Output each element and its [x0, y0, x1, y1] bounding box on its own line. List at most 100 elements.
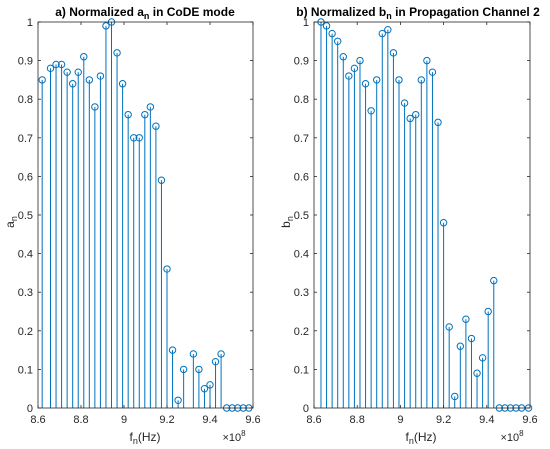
x-tick-label: 8.6	[30, 414, 45, 426]
stem-marker	[168, 346, 177, 354]
stem-marker	[462, 315, 470, 323]
y-tick-label: 1	[27, 17, 33, 29]
stem-marker	[38, 76, 46, 84]
stem-series	[317, 18, 533, 412]
x-tick-label: 8.6	[306, 414, 321, 426]
stem-marker	[141, 110, 149, 119]
y-tick-label: 0.4	[18, 249, 33, 261]
stem-marker	[217, 350, 225, 358]
y-tick-label: 0.9	[294, 56, 309, 68]
stem-marker	[80, 53, 88, 61]
x-tick-label: 9.2	[436, 414, 451, 426]
stem-marker	[189, 350, 198, 358]
stem-marker	[118, 80, 127, 88]
stem-marker	[179, 365, 188, 374]
y-tick-label: 0.2	[18, 326, 33, 338]
stem-marker	[174, 396, 182, 404]
stem-marker	[395, 76, 403, 84]
chart-panel-b: b) Normalized bn in Propagation Channel …	[279, 5, 540, 446]
y-axis-label-a: an	[3, 216, 19, 228]
stem-marker	[389, 49, 398, 57]
stem-marker	[456, 342, 465, 350]
stem-marker	[406, 114, 414, 123]
x-tick-label: 9.6	[245, 414, 260, 426]
stem-series	[38, 18, 253, 412]
stem-marker	[211, 357, 220, 366]
stem-marker	[423, 56, 431, 65]
stem-marker	[63, 68, 71, 76]
y-axis-label-b: bn	[279, 216, 295, 228]
stem-marker	[378, 29, 386, 38]
chart-title-a: a) Normalized an in CoDE mode	[55, 5, 235, 21]
x-tick-label: 9	[121, 414, 127, 426]
stem-marker	[46, 64, 55, 73]
y-tick-label: 0.3	[18, 287, 33, 299]
y-tick-label: 0.5	[18, 210, 33, 222]
stem-marker	[200, 385, 209, 393]
stem-marker	[339, 53, 347, 61]
stem-marker	[85, 76, 94, 84]
stem-marker	[439, 219, 448, 227]
x-tick-label: 9.4	[202, 414, 217, 426]
stem-marker	[350, 64, 359, 73]
y-tick-label: 0.7	[294, 133, 309, 145]
y-tick-label: 0.1	[18, 364, 33, 376]
stem-marker	[400, 99, 409, 107]
y-tick-label: 1	[303, 17, 309, 29]
stem-marker	[52, 60, 60, 69]
stem-marker	[490, 276, 498, 285]
stem-marker	[146, 103, 155, 111]
stem-marker	[451, 392, 459, 401]
x-exponent-label-a: ×108	[222, 429, 246, 444]
x-axis-label-b: fn(Hz)	[405, 430, 436, 446]
x-exponent-label-b: ×108	[500, 429, 524, 444]
y-tick-label: 0.7	[18, 133, 33, 145]
stem-marker	[412, 110, 420, 119]
y-tick-label: 0.6	[294, 171, 309, 183]
stem-marker	[434, 118, 442, 127]
x-tick-label: 9.2	[159, 414, 174, 426]
stem-marker	[322, 22, 331, 30]
stem-marker	[484, 307, 492, 316]
stem-marker	[467, 334, 476, 343]
y-tick-label: 0.9	[18, 56, 33, 68]
stem-marker	[68, 80, 77, 88]
stem-marker	[130, 134, 138, 142]
stem-marker	[152, 122, 160, 130]
stem-marker	[74, 68, 82, 76]
y-tick-label: 0.5	[294, 210, 309, 222]
stem-marker	[124, 110, 132, 119]
stem-marker	[445, 323, 453, 331]
x-tick-label: 8.8	[350, 414, 365, 426]
stem-marker	[195, 365, 203, 374]
x-tick-label: 9.6	[522, 414, 537, 426]
y-tick-label: 0.8	[294, 94, 309, 106]
stem-marker	[417, 76, 426, 84]
stem-marker	[367, 107, 375, 115]
stem-marker	[478, 354, 487, 362]
stem-marker	[57, 60, 66, 69]
stem-marker	[135, 134, 143, 142]
chart-panel-a: a) Normalized an in CoDE mode fn(Hz) an …	[3, 5, 261, 446]
y-tick-label: 0.8	[18, 94, 33, 106]
x-tick-label: 8.8	[73, 414, 88, 426]
y-tick-label: 0	[27, 403, 33, 415]
stem-marker	[356, 56, 364, 65]
x-tick-label: 9	[397, 414, 403, 426]
y-tick-label: 0.4	[294, 249, 309, 261]
x-tick-label: 9.4	[479, 414, 494, 426]
y-tick-label: 0.3	[294, 287, 309, 299]
stem-marker	[102, 22, 110, 30]
stem-marker	[328, 29, 336, 38]
chart-title-b: b) Normalized bn in Propagation Channel …	[296, 5, 540, 21]
stem-marker	[96, 72, 105, 80]
stem-marker	[473, 369, 481, 377]
stem-marker	[91, 103, 99, 111]
y-tick-label: 0.1	[294, 364, 309, 376]
stem-marker	[206, 381, 214, 389]
y-tick-label: 0	[303, 403, 309, 415]
stem-marker	[157, 176, 166, 184]
x-axis-label-a: fn(Hz)	[129, 430, 160, 446]
y-tick-label: 0.6	[18, 171, 33, 183]
